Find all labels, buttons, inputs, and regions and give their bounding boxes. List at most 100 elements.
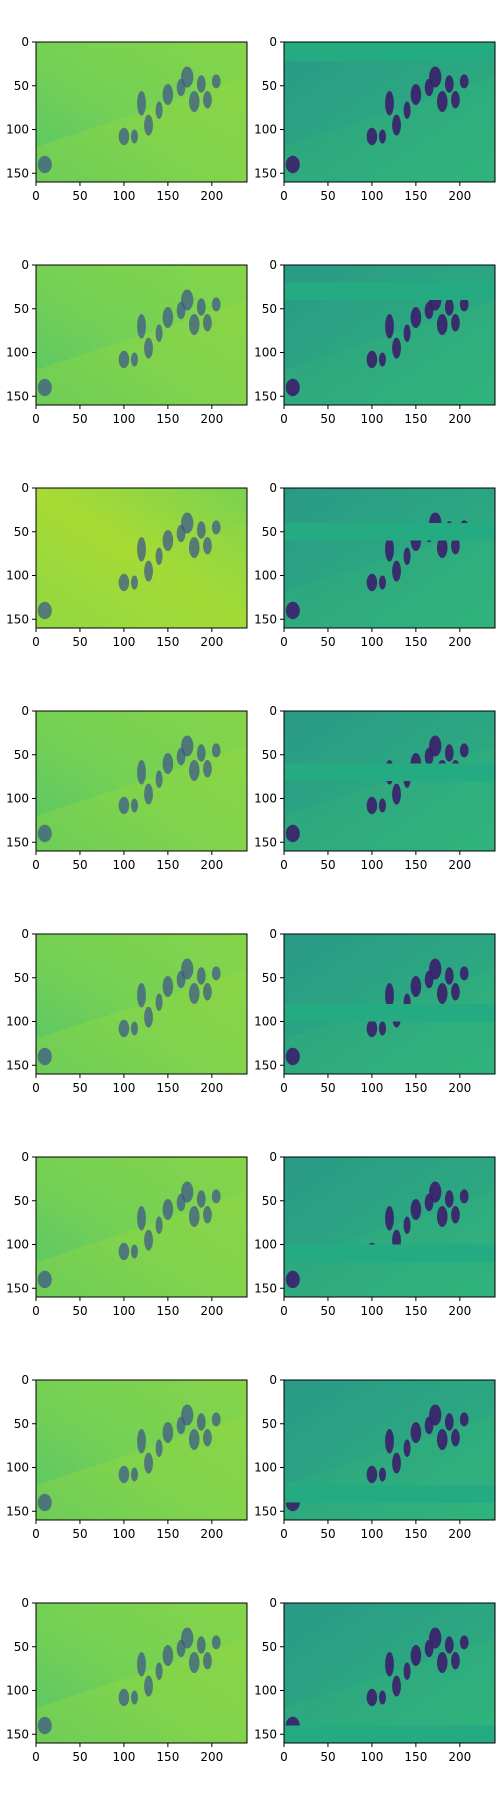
x-tick-label: 50 <box>72 635 87 649</box>
figure-blob <box>162 1422 174 1443</box>
figure-blob <box>429 66 442 88</box>
figure-blob <box>444 1413 454 1431</box>
x-tick-label: 0 <box>32 1750 40 1764</box>
x-tick-label: 200 <box>200 1750 223 1764</box>
figure-blob <box>196 298 206 316</box>
figure-blob <box>181 1627 194 1649</box>
figure-blob <box>436 91 448 112</box>
figure-blob <box>144 1006 153 1028</box>
x-tick-label: 200 <box>200 635 223 649</box>
y-tick-label: 0 <box>21 927 29 941</box>
figure-blob <box>451 314 460 332</box>
x-tick-label: 150 <box>156 1527 179 1541</box>
figure-blob <box>188 537 200 558</box>
x-tick-label: 0 <box>280 1081 288 1095</box>
y-tick-label: 150 <box>254 835 277 849</box>
figure-blob <box>130 575 138 590</box>
figure-blob <box>211 1635 221 1650</box>
figure-blob <box>188 1652 200 1673</box>
x-tick-label: 150 <box>404 1527 427 1541</box>
x-tick-label: 50 <box>72 1081 87 1095</box>
figure-blob <box>366 1688 378 1707</box>
figure-blob <box>451 1652 460 1670</box>
figure-blob <box>444 1190 454 1208</box>
figure-blob <box>181 512 194 534</box>
figure-blob <box>392 783 401 805</box>
figure-blob <box>37 1047 52 1066</box>
axes-frame <box>35 933 248 1075</box>
figure-blob <box>196 1413 206 1431</box>
y-tick-label: 50 <box>14 79 29 93</box>
x-tick-label: 0 <box>280 1527 288 1541</box>
reconstruction-panel-7: 0 50 100 150 200 0 50 100 150 <box>6 1373 248 1541</box>
y-tick-label: 100 <box>254 1461 277 1475</box>
figure-blob <box>137 1652 146 1677</box>
y-tick-label: 150 <box>254 612 277 626</box>
figure-blob <box>459 74 469 89</box>
figure-blob <box>155 993 163 1011</box>
x-tick-label: 0 <box>280 635 288 649</box>
figure-blob <box>137 91 146 116</box>
y-tick-label: 0 <box>21 1596 29 1610</box>
figure-blob <box>385 983 394 1008</box>
figure-blob <box>410 1422 422 1443</box>
figure-blob <box>410 1199 422 1220</box>
x-tick-label: 100 <box>360 1750 383 1764</box>
y-tick-label: 0 <box>21 704 29 718</box>
x-tick-label: 100 <box>360 1304 383 1318</box>
x-tick-label: 150 <box>156 1304 179 1318</box>
y-tick-label: 50 <box>262 79 277 93</box>
figure-blob <box>162 307 174 328</box>
figure-blob <box>181 735 194 757</box>
figure-blob <box>403 1662 411 1680</box>
axes-frame <box>35 1379 248 1521</box>
figure-blob <box>444 298 454 316</box>
y-tick-label: 0 <box>269 1596 277 1610</box>
x-tick-label: 50 <box>72 1527 87 1541</box>
figure-blob <box>144 783 153 805</box>
figure-blob <box>162 530 174 551</box>
figure-blob <box>366 573 378 592</box>
x-tick-label: 200 <box>200 1081 223 1095</box>
figure-blob <box>385 1429 394 1454</box>
figure-blob <box>203 760 212 778</box>
figure-blob <box>366 796 378 815</box>
figure-blob <box>436 983 448 1004</box>
figure-blob <box>181 1404 194 1426</box>
figure-blob <box>444 744 454 762</box>
figure-blob <box>130 1690 138 1705</box>
figure-blob <box>378 1690 386 1705</box>
figure-blob <box>403 324 411 342</box>
axes-frame <box>283 1379 496 1521</box>
y-tick-label: 0 <box>269 704 277 718</box>
x-tick-label: 0 <box>32 1527 40 1541</box>
figure-blob <box>378 575 386 590</box>
figure-blob <box>162 84 174 105</box>
y-tick-label: 100 <box>6 1684 29 1698</box>
figure-blob <box>118 127 130 146</box>
figure-blob <box>366 1019 378 1038</box>
x-tick-label: 50 <box>320 1081 335 1095</box>
y-tick-label: 150 <box>6 835 29 849</box>
x-tick-label: 0 <box>32 858 40 872</box>
x-tick-label: 100 <box>112 1304 135 1318</box>
x-tick-label: 50 <box>72 1750 87 1764</box>
y-tick-label: 50 <box>14 525 29 539</box>
x-tick-label: 0 <box>280 1750 288 1764</box>
y-tick-label: 100 <box>254 569 277 583</box>
figure-blob <box>436 1206 448 1227</box>
figure-blob <box>392 337 401 359</box>
x-tick-label: 100 <box>360 1081 383 1095</box>
figure-blob <box>385 537 394 562</box>
masked-input-panel-6: 0 50 100 150 200 0 50 100 150 <box>254 1150 496 1318</box>
figure-blob <box>130 1021 138 1036</box>
x-tick-label: 50 <box>72 412 87 426</box>
figure-blob <box>436 314 448 335</box>
axes-frame <box>35 1602 248 1744</box>
axes-frame <box>283 1156 496 1298</box>
x-tick-label: 150 <box>156 858 179 872</box>
figure-blob <box>392 1452 401 1474</box>
x-tick-label: 100 <box>360 858 383 872</box>
masked-input-panel-1: 0 50 100 150 200 0 50 100 150 <box>254 35 496 203</box>
figure-blob <box>181 66 194 88</box>
